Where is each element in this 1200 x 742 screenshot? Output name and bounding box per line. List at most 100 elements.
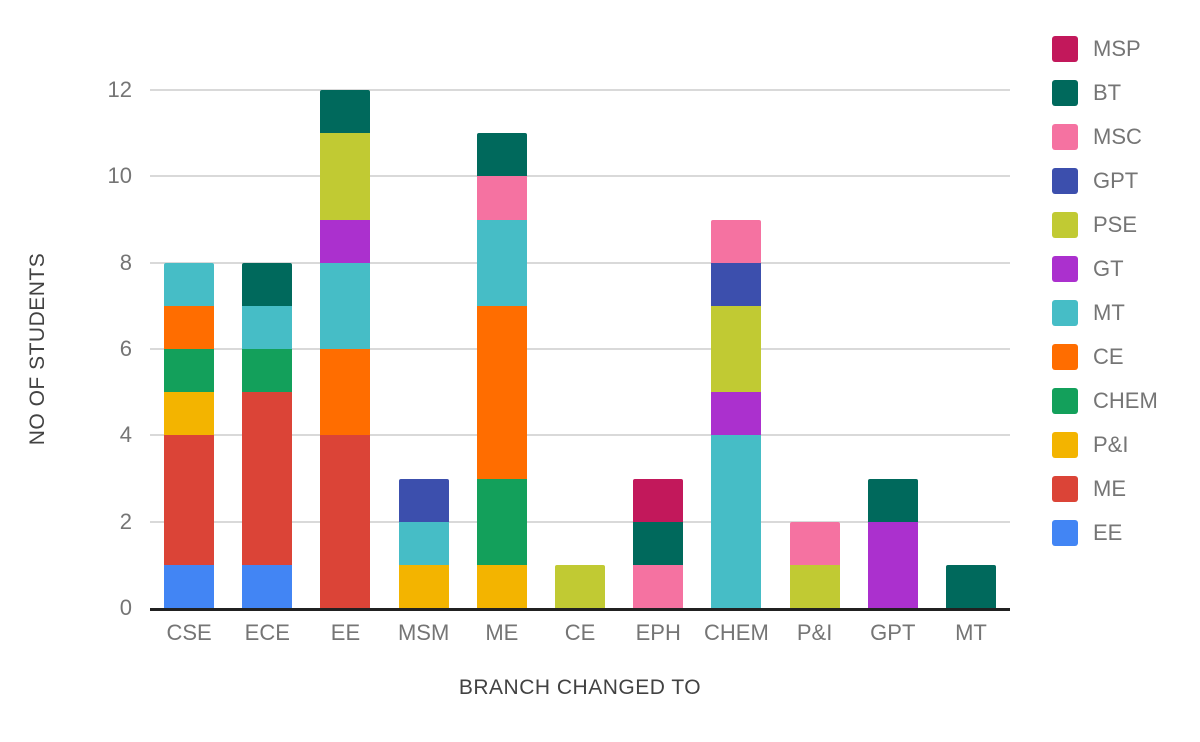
bar-segment-CSE-CHEM[interactable] [164, 349, 215, 393]
legend-item-ME[interactable]: ME [1052, 476, 1158, 502]
plot-area: 0 2 4 6 8 10 12 [108, 77, 1010, 620]
bar-slot-P&I [776, 90, 854, 608]
bar-segment-EPH-MSC[interactable] [633, 564, 684, 608]
bar-slot-EPH [619, 90, 697, 608]
bar-segment-ME-MT[interactable] [476, 219, 527, 306]
bar-segment-ME-CE[interactable] [476, 305, 527, 479]
bar-MSM [398, 478, 449, 608]
bar-segment-P&I-MSC[interactable] [789, 521, 840, 565]
legend-item-CE[interactable]: CE [1052, 344, 1158, 370]
x-tick-label-GPT: GPT [870, 620, 916, 645]
bar-segment-CSE-P&I[interactable] [164, 392, 215, 436]
bar-segment-EE-ME[interactable] [320, 435, 371, 608]
bar-segment-MT-BT[interactable] [945, 564, 996, 608]
bar-segment-EPH-MSP[interactable] [633, 478, 684, 522]
legend-item-CHEM[interactable]: CHEM [1052, 388, 1158, 414]
x-tick-label-MT: MT [955, 620, 987, 645]
x-tick-label-CHEM: CHEM [704, 620, 769, 645]
bar-segment-P&I-PSE[interactable] [789, 564, 840, 608]
bar-segment-EE-MT[interactable] [320, 262, 371, 350]
legend-swatch-icon [1052, 388, 1078, 414]
bar-segment-CSE-EE[interactable] [164, 564, 215, 608]
bar-segment-CSE-ME[interactable] [164, 435, 215, 565]
bar-segment-MSM-GPT[interactable] [398, 478, 449, 522]
legend-label: MSC [1093, 124, 1142, 149]
bar-segment-ME-CHEM[interactable] [476, 478, 527, 565]
legend-item-GPT[interactable]: GPT [1052, 168, 1158, 194]
bars-container [150, 90, 1010, 608]
legend-item-EE[interactable]: EE [1052, 520, 1158, 546]
bar-segment-EE-BT[interactable] [320, 90, 371, 134]
bar-CE [555, 564, 606, 608]
bar-segment-GPT-BT[interactable] [867, 478, 918, 522]
bar-segment-CHEM-GPT[interactable] [711, 262, 762, 306]
bar-segment-ME-MSC[interactable] [476, 176, 527, 220]
bar-CSE [164, 262, 215, 608]
bar-GPT [867, 478, 918, 608]
y-tick-label-6: 6 [119, 336, 132, 361]
legend-item-PSE[interactable]: PSE [1052, 212, 1158, 238]
bar-CHEM [711, 219, 762, 608]
bar-segment-CE-PSE[interactable] [555, 564, 606, 608]
bar-segment-ECE-BT[interactable] [242, 262, 293, 306]
legend-item-P&I[interactable]: P&I [1052, 432, 1158, 458]
legend-item-MSP[interactable]: MSP [1052, 36, 1158, 62]
gridline-y-10 [150, 175, 1010, 178]
gridline-y-8 [150, 261, 1010, 264]
legend-label: MT [1093, 300, 1125, 325]
legend-label: GT [1093, 256, 1124, 281]
bar-segment-ECE-CHEM[interactable] [242, 349, 293, 393]
legend-item-GT[interactable]: GT [1052, 256, 1158, 282]
legend-label: P&I [1093, 432, 1129, 457]
gridline-y-6 [150, 348, 1010, 350]
legend-swatch-icon [1052, 212, 1078, 238]
y-tick-label-0: 0 [119, 595, 132, 620]
legend-label: EE [1093, 520, 1123, 545]
bar-slot-MT [932, 90, 1010, 608]
bar-segment-EE-CE[interactable] [320, 349, 371, 436]
legend-item-MT[interactable]: MT [1052, 300, 1158, 326]
bar-segment-CHEM-MT[interactable] [711, 435, 762, 608]
legend-swatch-icon [1052, 36, 1078, 62]
legend-swatch-icon [1052, 520, 1078, 546]
x-tick-label-ME: ME [485, 620, 519, 645]
bar-segment-ECE-MT[interactable] [242, 305, 293, 350]
bar-segment-CSE-CE[interactable] [164, 305, 215, 350]
bar-segment-ECE-EE[interactable] [242, 564, 293, 608]
bar-slot-CHEM [697, 90, 775, 608]
gridline-y-2 [150, 520, 1010, 523]
legend-item-MSC[interactable]: MSC [1052, 124, 1158, 150]
bar-EPH [633, 478, 684, 608]
gridline-y-12 [150, 89, 1010, 91]
bar-segment-EPH-BT[interactable] [633, 521, 684, 565]
bar-segment-CHEM-PSE[interactable] [711, 305, 762, 393]
bar-ME [476, 133, 527, 608]
y-tick-label-8: 8 [119, 249, 132, 275]
bar-segment-EE-PSE[interactable] [320, 133, 371, 220]
x-tick-labels: CSE ECE EE MSM ME CE EPH CHEM P&I GPT MT [150, 620, 1010, 646]
bar-segment-ME-BT[interactable] [476, 133, 527, 177]
legend-swatch-icon [1052, 124, 1078, 150]
legend-swatch-icon [1052, 476, 1078, 502]
bar-slot-GPT [854, 90, 932, 608]
legend-label: CHEM [1093, 388, 1158, 413]
bar-segment-MSM-MT[interactable] [398, 521, 449, 565]
gridline-y-4 [150, 434, 1010, 437]
bar-slot-CE [541, 90, 619, 608]
bar-segment-MSM-P&I[interactable] [398, 564, 449, 608]
bar-ECE [242, 262, 293, 608]
bar-segment-GPT-GT[interactable] [867, 521, 918, 608]
bar-segment-ME-P&I[interactable] [476, 564, 527, 608]
legend-item-BT[interactable]: BT [1052, 80, 1158, 106]
x-tick-label-MSM: MSM [397, 620, 450, 645]
legend-swatch-icon [1052, 256, 1078, 282]
bar-segment-ECE-ME[interactable] [242, 392, 293, 565]
legend-label: PSE [1093, 212, 1138, 237]
bar-slot-CSE [150, 90, 228, 608]
bar-segment-CSE-MT[interactable] [164, 262, 215, 306]
bar-segment-CHEM-GT[interactable] [711, 392, 762, 436]
bar-segment-CHEM-MSC[interactable] [711, 219, 762, 263]
legend-swatch-icon [1052, 80, 1078, 106]
bar-segment-EE-GT[interactable] [320, 219, 371, 263]
bar-P&I [789, 521, 840, 608]
